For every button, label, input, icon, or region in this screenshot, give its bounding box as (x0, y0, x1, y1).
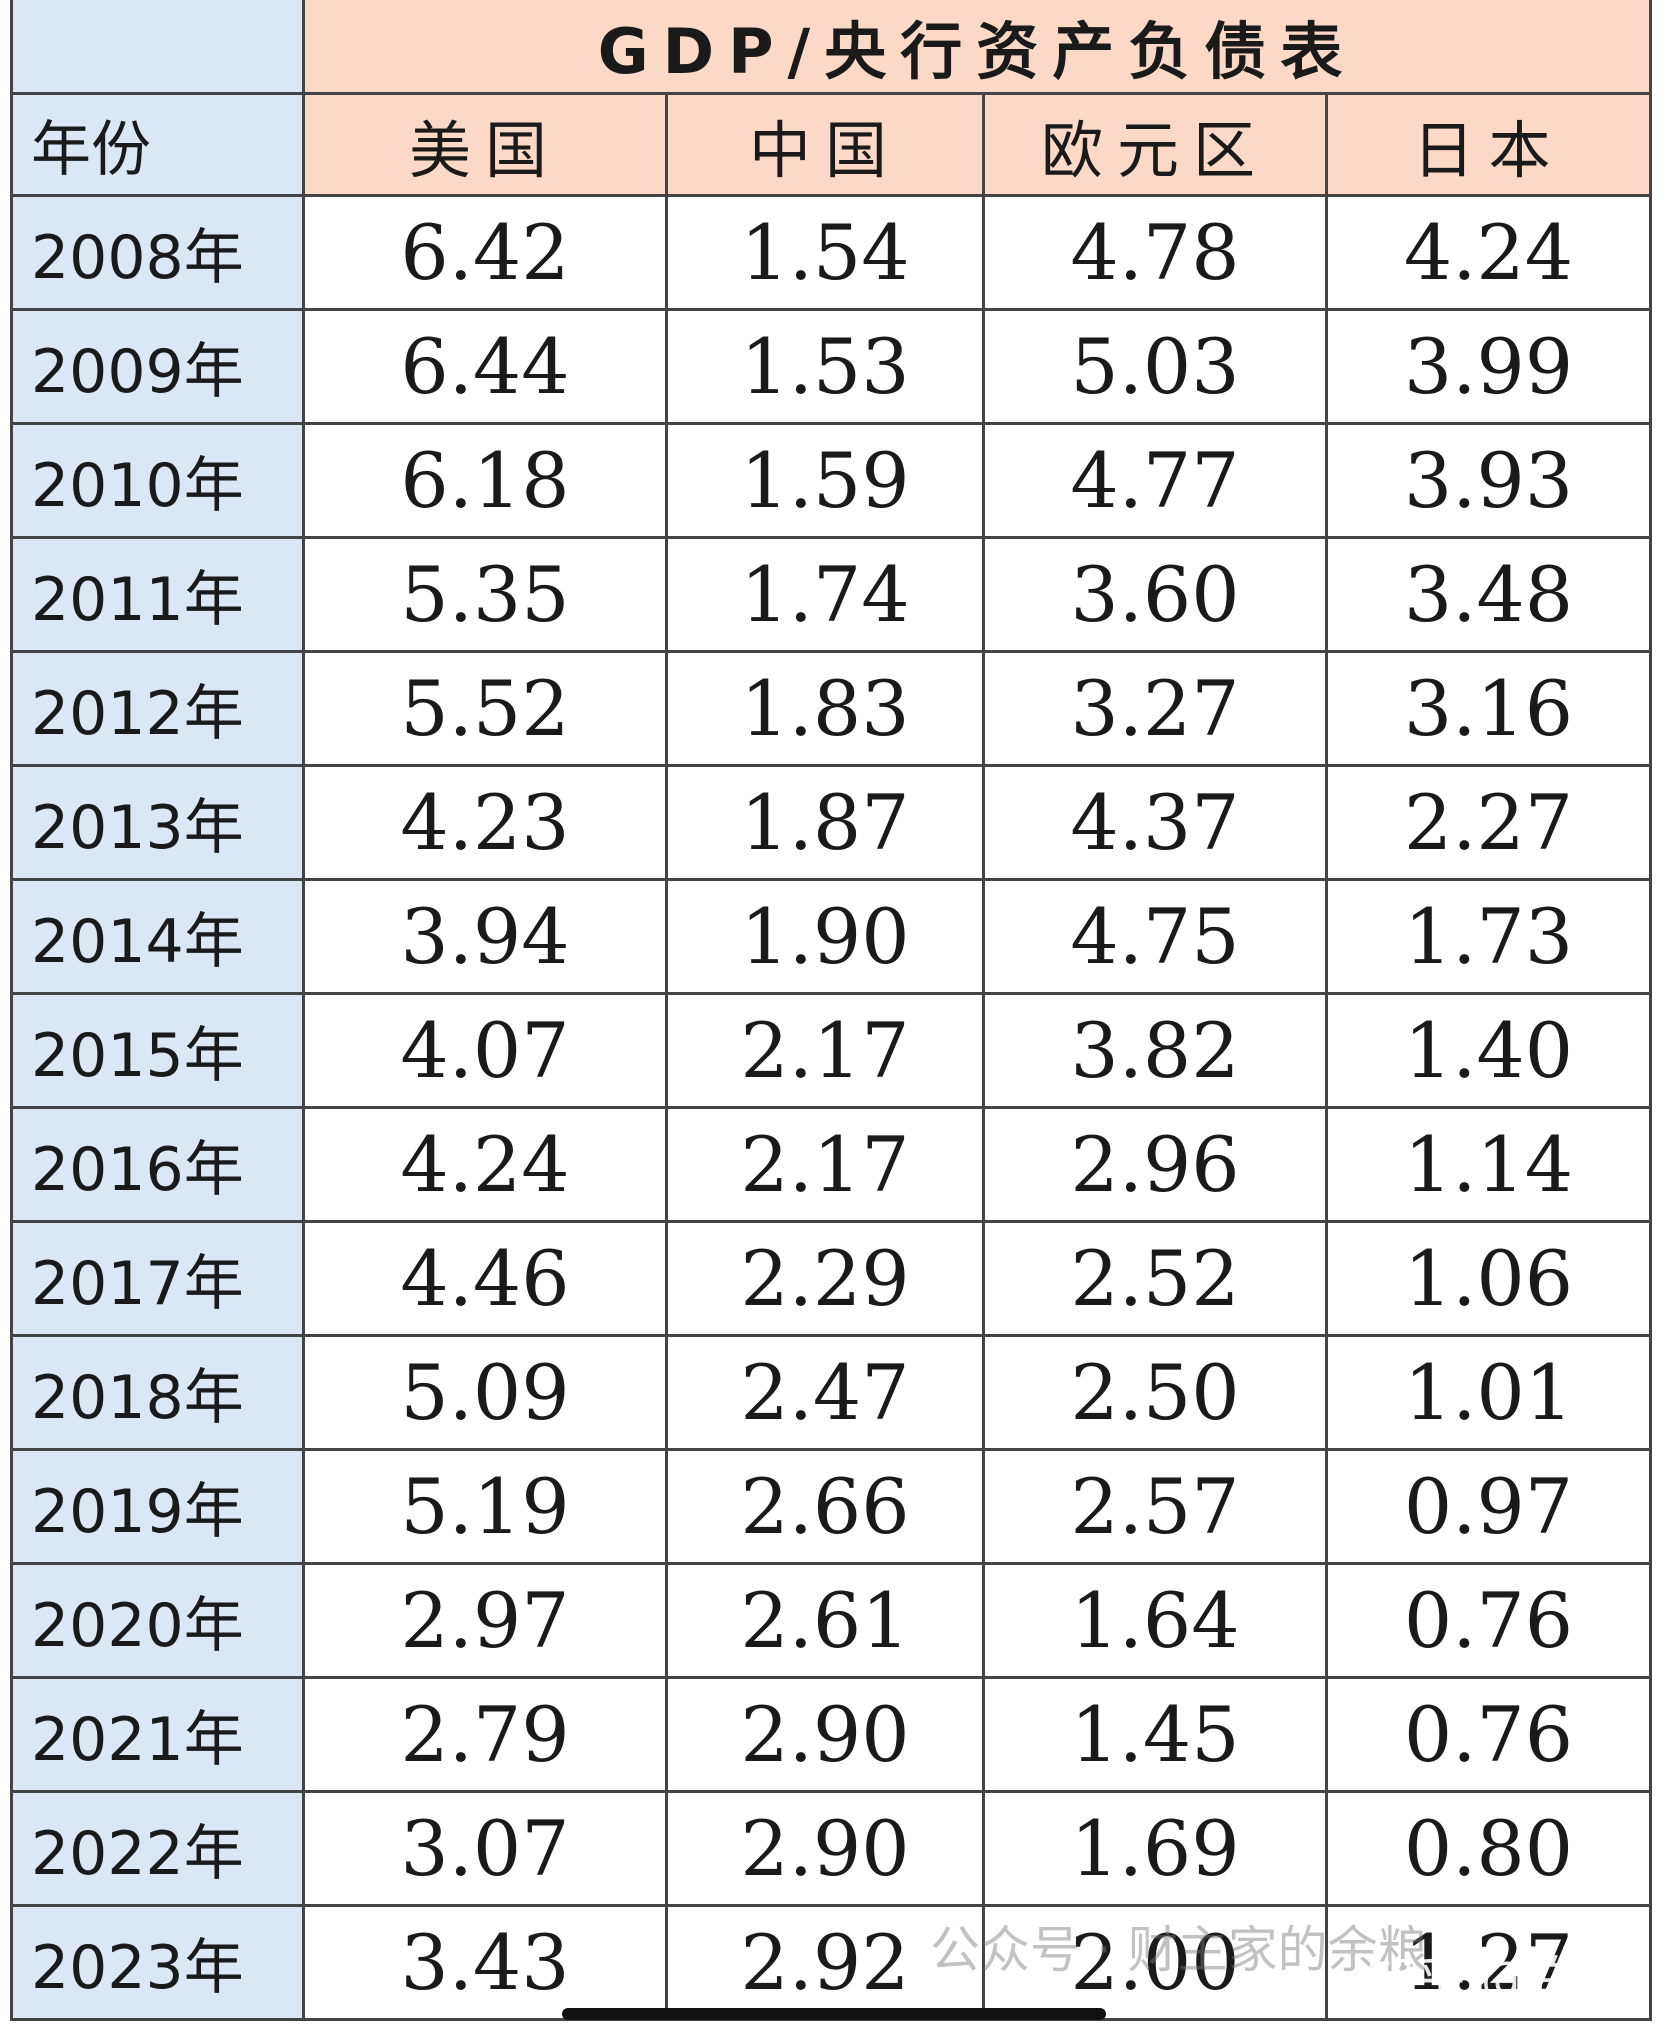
value-cell: 1.73 (1328, 881, 1652, 995)
year-cell: 2008年 (10, 197, 305, 311)
value-cell: 4.23 (305, 767, 668, 881)
value-cell: 1.53 (668, 311, 985, 425)
value-cell: 2.79 (305, 1679, 668, 1793)
value-cell: 2.90 (668, 1679, 985, 1793)
year-cell: 2015年 (10, 995, 305, 1109)
value-cell: 1.01 (1328, 1337, 1652, 1451)
value-cell: 4.46 (305, 1223, 668, 1337)
value-cell: 0.80 (1328, 1793, 1652, 1907)
value-cell: 2.27 (1328, 767, 1652, 881)
value-cell: 2.29 (668, 1223, 985, 1337)
value-cell: 4.78 (985, 197, 1328, 311)
value-cell: 1.74 (668, 539, 985, 653)
table-title: GDP/央行资产负债表 (305, 0, 1652, 95)
value-cell: 4.07 (305, 995, 668, 1109)
value-cell: 6.42 (305, 197, 668, 311)
value-cell: 1.14 (1328, 1109, 1652, 1223)
value-cell: 6.18 (305, 425, 668, 539)
value-cell: 1.83 (668, 653, 985, 767)
value-cell: 1.87 (668, 767, 985, 881)
corner-cell (10, 0, 305, 95)
value-cell: 2.57 (985, 1451, 1328, 1565)
value-cell: 2.97 (305, 1565, 668, 1679)
value-cell: 5.19 (305, 1451, 668, 1565)
watermark: 知乎 @白鸥 (1365, 1951, 1631, 2009)
year-cell: 2017年 (10, 1223, 305, 1337)
value-cell: 3.94 (305, 881, 668, 995)
column-header: 日本 (1328, 95, 1652, 197)
value-cell: 2.17 (668, 1109, 985, 1223)
value-cell: 1.06 (1328, 1223, 1652, 1337)
value-cell: 0.76 (1328, 1565, 1652, 1679)
year-cell: 2020年 (10, 1565, 305, 1679)
value-cell: 1.59 (668, 425, 985, 539)
value-cell: 5.35 (305, 539, 668, 653)
value-cell: 4.77 (985, 425, 1328, 539)
value-cell: 4.75 (985, 881, 1328, 995)
value-cell: 1.45 (985, 1679, 1328, 1793)
value-cell: 2.00 (985, 1907, 1328, 2021)
value-cell: 3.27 (985, 653, 1328, 767)
column-header: 欧元区 (985, 95, 1328, 197)
value-cell: 0.97 (1328, 1451, 1652, 1565)
value-cell: 3.93 (1328, 425, 1652, 539)
year-cell: 2010年 (10, 425, 305, 539)
value-cell: 2.90 (668, 1793, 985, 1907)
value-cell: 4.24 (305, 1109, 668, 1223)
year-cell: 2012年 (10, 653, 305, 767)
year-cell: 2018年 (10, 1337, 305, 1451)
watermark: 公众号 · 财主家的余粮 (930, 1921, 1428, 1979)
year-cell: 2016年 (10, 1109, 305, 1223)
year-cell: 2009年 (10, 311, 305, 425)
year-cell: 2014年 (10, 881, 305, 995)
year-cell: 2022年 (10, 1793, 305, 1907)
year-cell: 2021年 (10, 1679, 305, 1793)
value-cell: 1.64 (985, 1565, 1328, 1679)
value-cell: 2.96 (985, 1109, 1328, 1223)
value-cell: 2.47 (668, 1337, 985, 1451)
value-cell: 2.61 (668, 1565, 985, 1679)
value-cell: 3.48 (1328, 539, 1652, 653)
value-cell: 1.40 (1328, 995, 1652, 1109)
year-cell: 2013年 (10, 767, 305, 881)
year-cell: 2023年 (10, 1907, 305, 2021)
value-cell: 1.27 (1328, 1907, 1652, 2021)
value-cell: 4.37 (985, 767, 1328, 881)
value-cell: 0.76 (1328, 1679, 1652, 1793)
value-cell: 1.90 (668, 881, 985, 995)
year-cell: 2019年 (10, 1451, 305, 1565)
value-cell: 3.82 (985, 995, 1328, 1109)
value-cell: 2.50 (985, 1337, 1328, 1451)
value-cell: 1.69 (985, 1793, 1328, 1907)
column-header: 美国 (305, 95, 668, 197)
year-cell: 2011年 (10, 539, 305, 653)
value-cell: 3.99 (1328, 311, 1652, 425)
value-cell: 5.09 (305, 1337, 668, 1451)
home-indicator (562, 2008, 1106, 2020)
value-cell: 3.07 (305, 1793, 668, 1907)
value-cell: 3.43 (305, 1907, 668, 2021)
value-cell: 2.52 (985, 1223, 1328, 1337)
column-header: 中国 (668, 95, 985, 197)
value-cell: 6.44 (305, 311, 668, 425)
value-cell: 3.60 (985, 539, 1328, 653)
value-cell: 1.54 (668, 197, 985, 311)
value-cell: 3.16 (1328, 653, 1652, 767)
value-cell: 2.17 (668, 995, 985, 1109)
value-cell: 4.24 (1328, 197, 1652, 311)
year-header: 年份 (10, 95, 305, 197)
value-cell: 2.66 (668, 1451, 985, 1565)
value-cell: 5.03 (985, 311, 1328, 425)
value-cell: 5.52 (305, 653, 668, 767)
